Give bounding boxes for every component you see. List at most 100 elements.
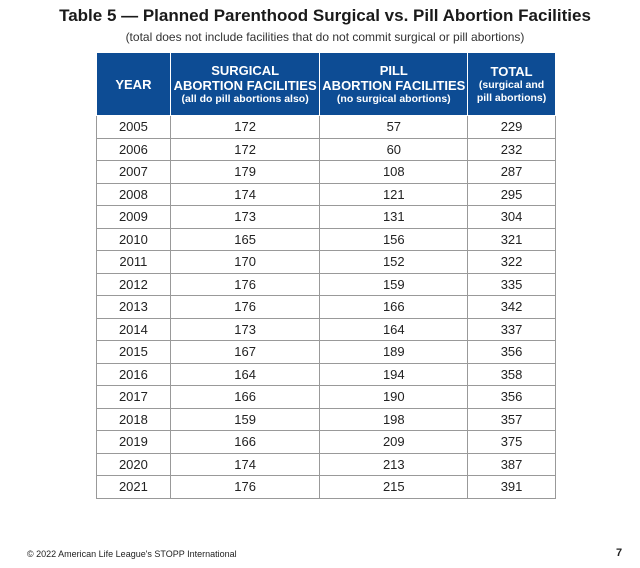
table-cell: 164 bbox=[319, 317, 469, 341]
table-cell: 121 bbox=[319, 182, 469, 206]
copyright: © 2022 American Life League's STOPP Inte… bbox=[27, 549, 237, 559]
table-cell: 213 bbox=[319, 452, 469, 476]
table-cell: 2021 bbox=[96, 475, 171, 499]
table-cell: 176 bbox=[169, 272, 321, 296]
table-row: 2006 172 60 232 bbox=[96, 137, 556, 161]
table-row: 2018 159 198 357 bbox=[96, 407, 556, 431]
table-row: 2015 167 189 356 bbox=[96, 340, 556, 364]
table-row: 2014 173 164 337 bbox=[96, 317, 556, 341]
table-cell: 170 bbox=[169, 250, 321, 274]
table-row: 2013 176 166 342 bbox=[96, 295, 556, 319]
table-row: 2007 179 108 287 bbox=[96, 160, 556, 184]
table-cell: 2015 bbox=[96, 340, 171, 364]
column-header: YEAR bbox=[96, 52, 171, 116]
header-note: (no surgical abortions) bbox=[336, 92, 451, 105]
header-note: (all do pill abortions also) bbox=[181, 92, 309, 105]
table-cell: 358 bbox=[467, 362, 556, 386]
table-cell: 232 bbox=[467, 137, 556, 161]
table-cell: 2011 bbox=[96, 250, 171, 274]
column-header: SURGICAL ABORTION FACILITIES (all do pill … bbox=[169, 52, 321, 116]
table-cell: 2006 bbox=[96, 137, 171, 161]
table-row: 2016 164 194 358 bbox=[96, 362, 556, 386]
table-cell: 176 bbox=[169, 475, 321, 499]
header-note: pill abortions) bbox=[476, 91, 547, 104]
table-body: 2005 172 57 229 2006 172 60 232 2007 179 108 287 200… bbox=[96, 115, 556, 499]
table-cell: 166 bbox=[319, 295, 469, 319]
table-cell: 304 bbox=[467, 205, 556, 229]
table-cell: 287 bbox=[467, 160, 556, 184]
table-cell: 2007 bbox=[96, 160, 171, 184]
table-cell: 2008 bbox=[96, 182, 171, 206]
table-row: 2005 172 57 229 bbox=[96, 115, 556, 139]
table-cell: 356 bbox=[467, 385, 556, 409]
table-cell: 2010 bbox=[96, 227, 171, 251]
table-cell: 176 bbox=[169, 295, 321, 319]
table-cell: 356 bbox=[467, 340, 556, 364]
page-number: 7 bbox=[616, 547, 623, 559]
table-cell: 131 bbox=[319, 205, 469, 229]
table-cell: 174 bbox=[169, 182, 321, 206]
table-cell: 342 bbox=[467, 295, 556, 319]
table-cell: 2016 bbox=[96, 362, 171, 386]
table-cell: 108 bbox=[319, 160, 469, 184]
header-note: (surgical and bbox=[478, 78, 545, 91]
header-line: TOTAL bbox=[490, 63, 533, 79]
table-cell: 57 bbox=[319, 115, 469, 139]
header-line: ABORTION FACILITIES bbox=[173, 77, 317, 93]
table-row: 2011 170 152 322 bbox=[96, 250, 556, 274]
table-cell: 159 bbox=[169, 407, 321, 431]
table-row: 2008 174 121 295 bbox=[96, 182, 556, 206]
table-cell: 375 bbox=[467, 430, 556, 454]
table-cell: 357 bbox=[467, 407, 556, 431]
title: Table 5 — Planned Parenthood Surgical vs… bbox=[59, 6, 591, 25]
table-row: 2021 176 215 391 bbox=[96, 475, 556, 499]
table-row: 2019 166 209 375 bbox=[96, 430, 556, 454]
table-cell: 172 bbox=[169, 115, 321, 139]
table-cell: 2009 bbox=[96, 205, 171, 229]
table-cell: 179 bbox=[169, 160, 321, 184]
table-cell: 167 bbox=[169, 340, 321, 364]
header-row: YEAR SURGICAL ABORTION FACILITIES (all do p… bbox=[96, 52, 556, 116]
table-cell: 2014 bbox=[96, 317, 171, 341]
table-cell: 152 bbox=[319, 250, 469, 274]
table-cell: 2013 bbox=[96, 295, 171, 319]
table-cell: 391 bbox=[467, 475, 556, 499]
header-line: ABORTION FACILITIES bbox=[322, 77, 466, 93]
table-cell: 215 bbox=[319, 475, 469, 499]
table-cell: 2005 bbox=[96, 115, 171, 139]
header-line: YEAR bbox=[115, 76, 152, 92]
table-cell: 190 bbox=[319, 385, 469, 409]
table-cell: 173 bbox=[169, 205, 321, 229]
table-cell: 164 bbox=[169, 362, 321, 386]
table-cell: 2017 bbox=[96, 385, 171, 409]
table-cell: 156 bbox=[319, 227, 469, 251]
table-cell: 159 bbox=[319, 272, 469, 296]
table-cell: 198 bbox=[319, 407, 469, 431]
table-cell: 174 bbox=[169, 452, 321, 476]
table-cell: 166 bbox=[169, 385, 321, 409]
table-cell: 2019 bbox=[96, 430, 171, 454]
header-line: PILL bbox=[379, 62, 408, 78]
table-cell: 189 bbox=[319, 340, 469, 364]
table-cell: 60 bbox=[319, 137, 469, 161]
table-row: 2017 166 190 356 bbox=[96, 385, 556, 409]
table-row: 2009 173 131 304 bbox=[96, 205, 556, 229]
table-cell: 173 bbox=[169, 317, 321, 341]
table-cell: 166 bbox=[169, 430, 321, 454]
table-cell: 229 bbox=[467, 115, 556, 139]
subtitle: (total does not include facilities that … bbox=[125, 30, 525, 44]
table-cell: 335 bbox=[467, 272, 556, 296]
header-line: SURGICAL bbox=[211, 62, 280, 78]
table-cell: 337 bbox=[467, 317, 556, 341]
column-header: PILL ABORTION FACILITIES (no surgical abor… bbox=[319, 52, 469, 116]
table-cell: 322 bbox=[467, 250, 556, 274]
table-cell: 2020 bbox=[96, 452, 171, 476]
table-cell: 295 bbox=[467, 182, 556, 206]
table-cell: 209 bbox=[319, 430, 469, 454]
table-row: 2020 174 213 387 bbox=[96, 452, 556, 476]
table-cell: 2012 bbox=[96, 272, 171, 296]
table-cell: 2018 bbox=[96, 407, 171, 431]
table-row: 2010 165 156 321 bbox=[96, 227, 556, 251]
table-cell: 321 bbox=[467, 227, 556, 251]
